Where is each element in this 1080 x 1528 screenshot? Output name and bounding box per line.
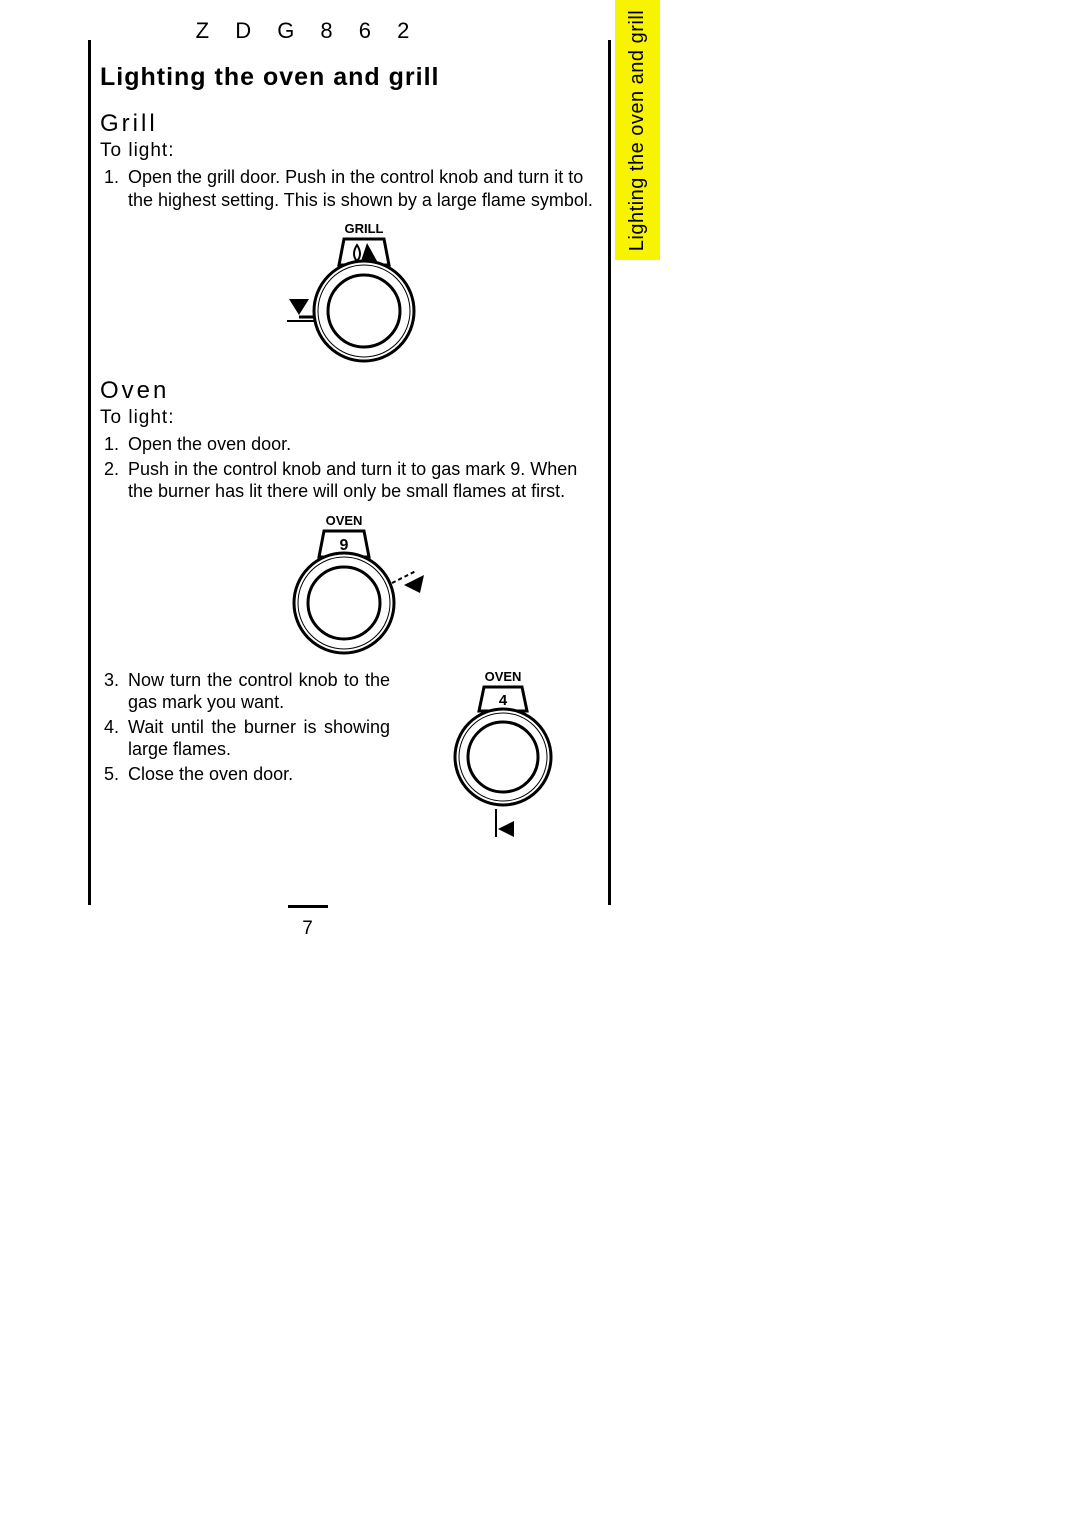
oven-steps-a: Open the oven door. Push in the control … (100, 433, 598, 503)
oven-steps-b: Now turn the control knob to the gas mar… (100, 669, 390, 786)
oven-knob-diagram-1: OVEN 9 (100, 513, 598, 663)
list-item: Open the oven door. (124, 433, 598, 456)
rule-left (88, 40, 91, 905)
svg-text:OVEN: OVEN (485, 669, 522, 684)
list-item: Wait until the burner is showing large f… (124, 716, 390, 761)
page-number: 7 (0, 918, 615, 940)
section-tab: Lighting the oven and grill (615, 0, 660, 260)
page-title: Lighting the oven and grill (100, 63, 598, 92)
list-item: Push in the control knob and turn it to … (124, 458, 598, 503)
oven-steps-with-diagram: Now turn the control knob to the gas mar… (100, 669, 598, 859)
oven-knob-diagram-2: OVEN 4 (408, 669, 598, 859)
list-item: Close the oven door. (124, 763, 390, 786)
model-header: Z D G 8 6 2 (0, 18, 615, 44)
list-item: Open the grill door. Push in the control… (124, 166, 598, 211)
grill-knob-diagram: GRILL (100, 221, 598, 371)
list-item: Now turn the control knob to the gas mar… (124, 669, 390, 714)
grill-subheading: To light: (100, 140, 598, 162)
svg-text:OVEN: OVEN (326, 513, 363, 528)
knob-icon: OVEN 4 (418, 669, 588, 859)
content-column: Lighting the oven and grill Grill To lig… (100, 55, 598, 859)
knob-icon: GRILL (249, 221, 449, 371)
svg-text:9: 9 (340, 537, 349, 554)
manual-page: Z D G 8 6 2 Lighting the oven and grill … (0, 0, 1080, 1528)
oven-heading: Oven (100, 377, 598, 405)
page-number-rule (288, 905, 328, 908)
rule-right (608, 40, 611, 905)
grill-heading: Grill (100, 110, 598, 138)
oven-subheading: To light: (100, 407, 598, 429)
svg-text:4: 4 (499, 692, 508, 709)
section-tab-label: Lighting the oven and grill (626, 9, 649, 250)
svg-text:GRILL: GRILL (345, 221, 384, 236)
grill-steps: Open the grill door. Push in the control… (100, 166, 598, 211)
knob-icon: OVEN 9 (244, 513, 454, 663)
